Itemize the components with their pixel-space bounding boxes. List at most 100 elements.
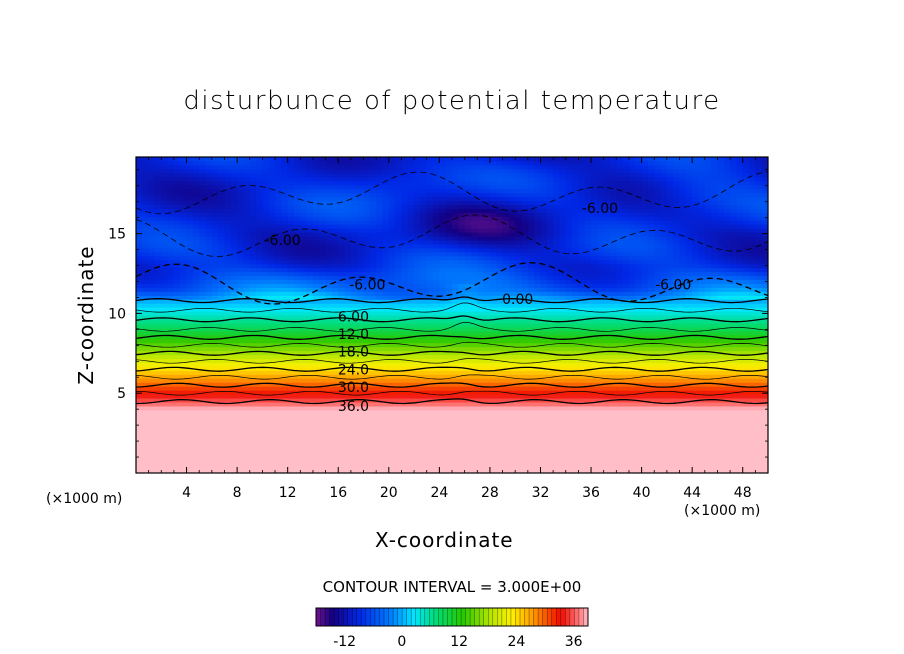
field-cell [312,413,320,419]
field-cell [300,461,308,466]
field-cell [331,326,339,332]
field-cell [148,164,156,170]
field-cell [249,457,257,462]
field-cell [256,247,263,253]
field-cell [268,354,276,360]
field-cell [154,176,162,182]
field-cell [268,429,276,435]
field-cell [376,192,384,198]
field-cell [464,394,472,399]
field-cell [439,307,447,312]
field-cell [186,346,194,352]
field-cell [300,157,308,162]
field-cell [470,204,478,209]
field-cell [249,315,257,320]
field-cell [445,291,453,296]
field-cell [154,342,162,348]
field-cell [306,164,314,170]
field-cell [294,453,301,458]
field-cell [211,465,219,470]
field-cell [325,409,333,415]
field-cell [357,172,365,178]
field-cell [230,180,238,186]
field-cell [496,330,504,336]
field-cell [401,338,409,344]
field-cell [306,255,314,261]
field-cell [458,326,466,332]
field-cell [243,263,251,269]
field-cell [256,204,263,209]
field-cell [319,465,327,470]
field-cell [186,157,194,162]
field-cell [224,200,232,205]
field-cell [477,315,485,320]
field-cell [470,457,478,462]
field-cell [344,346,352,352]
field-cell [344,453,352,458]
field-cell [502,251,510,257]
field-cell [357,417,365,423]
field-cell [382,370,390,375]
field-cell [357,421,365,427]
field-cell [508,330,516,336]
field-cell [186,441,194,446]
field-cell [464,465,472,470]
field-cell [458,401,466,407]
field-cell [192,469,200,473]
field-cell [521,157,529,162]
field-cell [205,437,213,442]
field-cell [515,409,523,415]
field-cell [357,441,365,446]
field-cell [192,200,200,205]
field-cell [426,275,434,281]
field-cell [527,409,535,415]
field-cell [452,386,459,391]
field-cell [199,457,207,462]
field-cell [237,397,245,403]
field-cell [262,469,270,473]
field-cell [527,354,535,360]
field-cell [502,409,510,415]
field-cell [439,326,447,332]
field-cell [489,366,497,371]
field-cell [338,160,346,166]
field-cell [527,362,535,367]
field-cell [262,311,270,316]
field-cell [395,200,403,205]
field-cell [489,307,497,312]
field-cell [218,405,226,411]
field-cell [496,322,504,328]
field-cell [161,437,169,442]
field-cell [186,405,194,411]
field-cell [477,390,485,395]
field-cell [420,421,428,427]
field-cell [369,457,377,462]
field-cell [502,453,510,458]
field-cell [154,200,162,205]
field-cell [180,287,188,292]
field-cell [452,326,459,332]
field-cell [224,188,232,194]
field-cell [275,287,282,292]
field-cell [167,370,175,375]
field-cell [205,204,213,209]
field-cell [281,401,289,407]
field-cell [249,283,257,288]
field-cell [331,263,339,269]
field-cell [230,397,238,403]
field-cell [211,374,219,379]
field-cell [452,157,459,162]
field-cell [363,394,371,399]
field-cell [180,255,188,261]
field-cell [344,326,352,332]
field-cell [376,157,384,162]
field-cell [154,164,162,170]
field-cell [148,449,156,454]
field-cell [464,453,472,458]
field-cell [199,425,207,431]
field-cell [357,267,365,273]
field-cell [300,204,308,209]
field-cell [192,322,200,328]
field-cell [205,322,213,328]
field-cell [294,469,301,473]
